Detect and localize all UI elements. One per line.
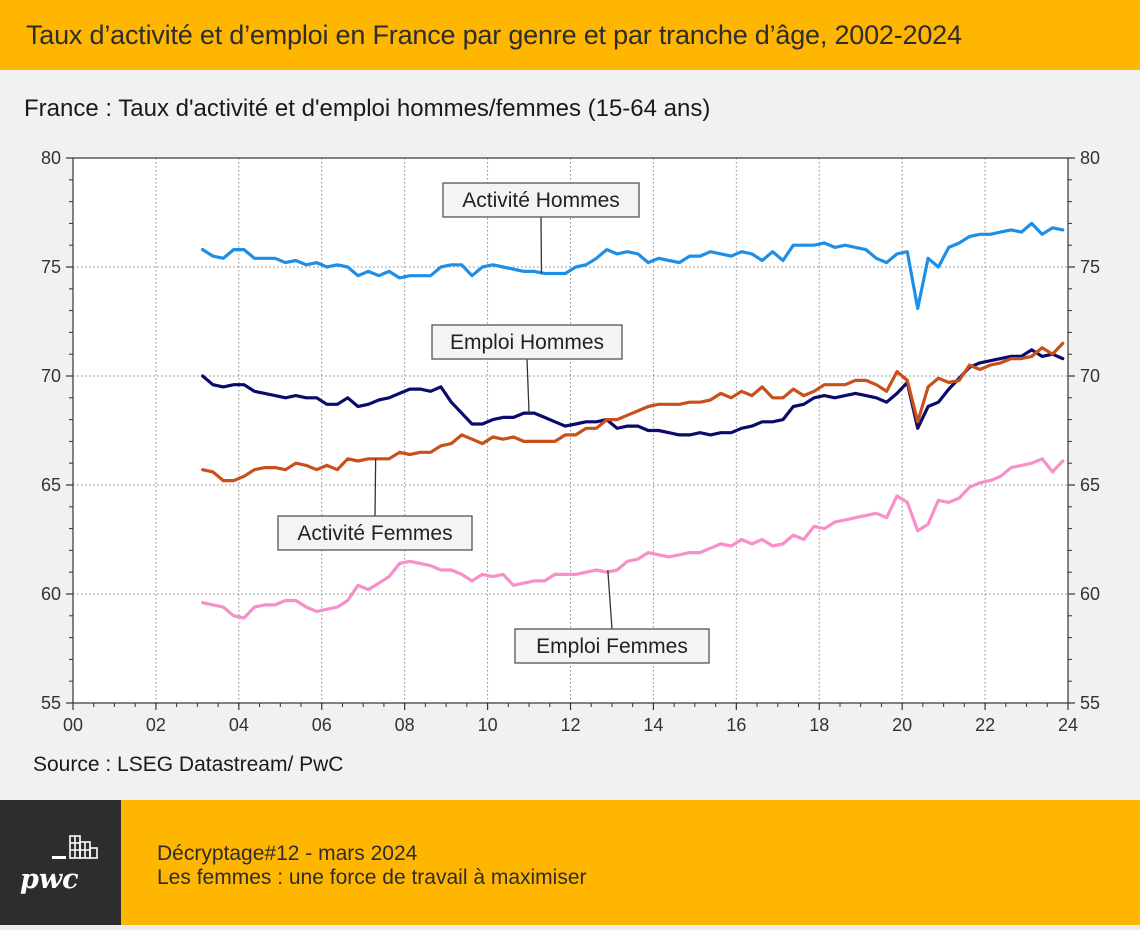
- y-tick-label: 75: [41, 257, 61, 277]
- pwc-logo-text: pwc: [20, 864, 79, 895]
- x-tick-label: 00: [63, 715, 83, 735]
- annotation-label: Emploi Hommes: [450, 331, 604, 354]
- building-icon: [0, 800, 121, 925]
- x-tick-label: 02: [146, 715, 166, 735]
- line-chart: 55 55 60 60 65 65 70 70 75 75 80 80 00 02 04 06 08 10 12 14…: [0, 0, 1140, 800]
- x-tick-label: 14: [643, 715, 663, 735]
- x-tick-label: 22: [975, 715, 995, 735]
- y-tick-label-right: 70: [1080, 366, 1100, 386]
- x-tick-label: 10: [478, 715, 498, 735]
- y-tick-label-right: 65: [1080, 475, 1100, 495]
- x-tick-label: 06: [312, 715, 332, 735]
- footer-subtitle: Les femmes : une force de travail à maxi…: [157, 866, 587, 890]
- x-tick-label: 24: [1058, 715, 1078, 735]
- y-tick-label-right: 80: [1080, 148, 1100, 168]
- y-tick-label-right: 75: [1080, 257, 1100, 277]
- annotation-label: Emploi Femmes: [536, 635, 688, 658]
- x-tick-label: 12: [560, 715, 580, 735]
- y-tick-label-right: 60: [1080, 584, 1100, 604]
- pwc-logo: pwc: [0, 800, 121, 925]
- y-tick-label: 70: [41, 366, 61, 386]
- y-tick-label: 65: [41, 475, 61, 495]
- annotation-label: Activité Hommes: [462, 189, 620, 212]
- source-note: Source : LSEG Datastream/ PwC: [33, 753, 343, 777]
- footer-publication: Décryptage#12 - mars 2024: [157, 842, 417, 866]
- annotation-pointer: [375, 459, 376, 516]
- y-tick-label: 60: [41, 584, 61, 604]
- y-tick-label: 80: [41, 148, 61, 168]
- annotation-label: Activité Femmes: [297, 522, 452, 545]
- y-tick-label: 55: [41, 693, 61, 713]
- x-tick-label: 20: [892, 715, 912, 735]
- x-tick-label: 04: [229, 715, 249, 735]
- x-tick-label: 08: [395, 715, 415, 735]
- x-tick-label: 18: [809, 715, 829, 735]
- y-tick-label-right: 55: [1080, 693, 1100, 713]
- x-tick-label: 16: [726, 715, 746, 735]
